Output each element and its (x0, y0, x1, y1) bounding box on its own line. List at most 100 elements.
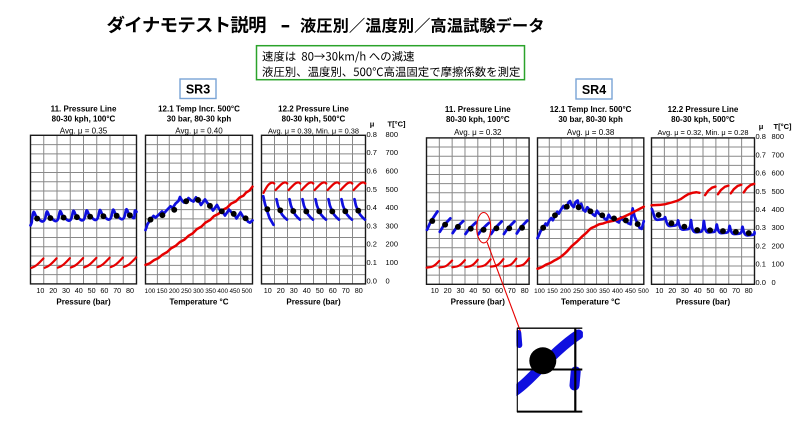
svg-text:100: 100 (386, 258, 399, 267)
svg-text:Pressure (bar): Pressure (bar) (451, 298, 506, 307)
svg-text:Pressure (bar): Pressure (bar) (286, 298, 341, 307)
svg-text:10: 10 (36, 286, 44, 295)
svg-text:Pressure (bar): Pressure (bar) (676, 298, 731, 307)
svg-text:200: 200 (560, 288, 571, 295)
svg-text:400: 400 (612, 288, 623, 295)
svg-text:T[°C]: T[°C] (388, 120, 406, 129)
svg-text:50: 50 (482, 286, 490, 295)
svg-text:0.6: 0.6 (367, 167, 377, 176)
svg-text:Avg. μ = 0.39, Min. μ = 0.38: Avg. μ = 0.39, Min. μ = 0.38 (268, 126, 359, 135)
svg-text:60: 60 (329, 286, 337, 295)
svg-text:50: 50 (706, 286, 714, 295)
svg-text:0.8: 0.8 (367, 130, 377, 139)
svg-text:30: 30 (290, 286, 298, 295)
svg-text:450: 450 (229, 288, 240, 295)
svg-text:300: 300 (586, 288, 597, 295)
svg-text:30: 30 (62, 286, 70, 295)
svg-text:0.6: 0.6 (756, 169, 766, 178)
svg-text:12.1 Temp Incr. 500°C: 12.1 Temp Incr. 500°C (550, 105, 632, 114)
svg-text:700: 700 (386, 148, 399, 157)
svg-text:11. Pressure Line: 11. Pressure Line (445, 105, 511, 114)
svg-text:0.3: 0.3 (367, 221, 377, 230)
svg-text:70: 70 (508, 286, 516, 295)
svg-text:100: 100 (772, 260, 785, 269)
svg-text:60: 60 (495, 286, 503, 295)
svg-text:500: 500 (772, 187, 785, 196)
svg-text:30: 30 (457, 286, 465, 295)
svg-text:0.2: 0.2 (367, 240, 377, 249)
svg-text:0.4: 0.4 (756, 205, 766, 214)
svg-text:Temperature °C: Temperature °C (169, 298, 228, 307)
svg-text:0.1: 0.1 (367, 258, 377, 267)
svg-text:0: 0 (386, 276, 390, 285)
svg-text:0.8: 0.8 (756, 132, 766, 141)
svg-text:150: 150 (547, 288, 558, 295)
svg-text:700: 700 (772, 150, 785, 159)
svg-text:40: 40 (303, 286, 311, 295)
svg-text:300: 300 (386, 221, 399, 230)
svg-text:50: 50 (316, 286, 324, 295)
svg-text:Temperature °C: Temperature °C (561, 298, 620, 307)
svg-text:80: 80 (126, 286, 134, 295)
svg-text:500: 500 (386, 185, 399, 194)
svg-text:μ: μ (370, 120, 375, 129)
svg-text:350: 350 (205, 288, 216, 295)
svg-text:60: 60 (100, 286, 108, 295)
svg-text:20: 20 (49, 286, 57, 295)
svg-text:80-30 kph, 100°C: 80-30 kph, 100°C (446, 115, 510, 124)
svg-text:800: 800 (386, 130, 399, 139)
svg-text:600: 600 (386, 167, 399, 176)
svg-text:60: 60 (719, 286, 727, 295)
svg-text:0.1: 0.1 (756, 260, 766, 269)
svg-text:30 bar, 80-30 kph: 30 bar, 80-30 kph (558, 115, 623, 124)
svg-text:80: 80 (745, 286, 753, 295)
svg-text:0.5: 0.5 (756, 187, 766, 196)
svg-text:Avg. μ = 0.40: Avg. μ = 0.40 (175, 126, 223, 135)
svg-text:0.3: 0.3 (756, 223, 766, 232)
svg-text:Avg. μ = 0.32, Min. μ = 0.28: Avg. μ = 0.32, Min. μ = 0.28 (658, 128, 749, 137)
svg-text:0.2: 0.2 (756, 241, 766, 250)
svg-text:30 bar, 80-30 kph: 30 bar, 80-30 kph (167, 115, 232, 124)
svg-text:80-30 kph, 500°C: 80-30 kph, 500°C (282, 115, 346, 124)
svg-text:80-30 kph, 100°C: 80-30 kph, 100°C (52, 115, 116, 124)
svg-text:800: 800 (772, 132, 785, 141)
svg-text:300: 300 (193, 288, 204, 295)
svg-text:20: 20 (277, 286, 285, 295)
svg-text:200: 200 (386, 240, 399, 249)
svg-text:400: 400 (386, 203, 399, 212)
svg-text:200: 200 (772, 241, 785, 250)
svg-text:500: 500 (242, 288, 253, 295)
svg-text:T[°C]: T[°C] (774, 122, 792, 131)
svg-text:30: 30 (681, 286, 689, 295)
svg-text:40: 40 (469, 286, 477, 295)
svg-text:70: 70 (113, 286, 121, 295)
svg-text:Pressure (bar): Pressure (bar) (56, 298, 111, 307)
svg-text:70: 70 (342, 286, 350, 295)
svg-text:300: 300 (772, 223, 785, 232)
svg-text:40: 40 (75, 286, 83, 295)
svg-text:Avg. μ = 0.38: Avg. μ = 0.38 (567, 128, 615, 137)
svg-text:12.1 Temp Incr. 500°C: 12.1 Temp Incr. 500°C (158, 104, 240, 113)
svg-text:0.5: 0.5 (367, 185, 377, 194)
svg-text:10: 10 (431, 286, 439, 295)
svg-text:0.7: 0.7 (756, 150, 766, 159)
svg-text:Avg. μ = 0.35: Avg. μ = 0.35 (60, 126, 108, 135)
svg-text:600: 600 (772, 169, 785, 178)
svg-text:100: 100 (145, 288, 156, 295)
svg-text:0.0: 0.0 (367, 276, 377, 285)
svg-text:50: 50 (88, 286, 96, 295)
svg-text:20: 20 (444, 286, 452, 295)
svg-text:10: 10 (655, 286, 663, 295)
svg-text:250: 250 (573, 288, 584, 295)
svg-text:80: 80 (355, 286, 363, 295)
svg-text:11. Pressure Line: 11. Pressure Line (51, 104, 117, 113)
svg-text:Avg. μ = 0.32: Avg. μ = 0.32 (454, 128, 502, 137)
svg-text:0.0: 0.0 (756, 278, 766, 287)
svg-text:450: 450 (625, 288, 636, 295)
svg-text:40: 40 (694, 286, 702, 295)
svg-text:200: 200 (169, 288, 180, 295)
svg-text:400: 400 (217, 288, 228, 295)
svg-text:SR4: SR4 (582, 83, 606, 97)
svg-text:350: 350 (599, 288, 610, 295)
svg-text:10: 10 (264, 286, 272, 295)
